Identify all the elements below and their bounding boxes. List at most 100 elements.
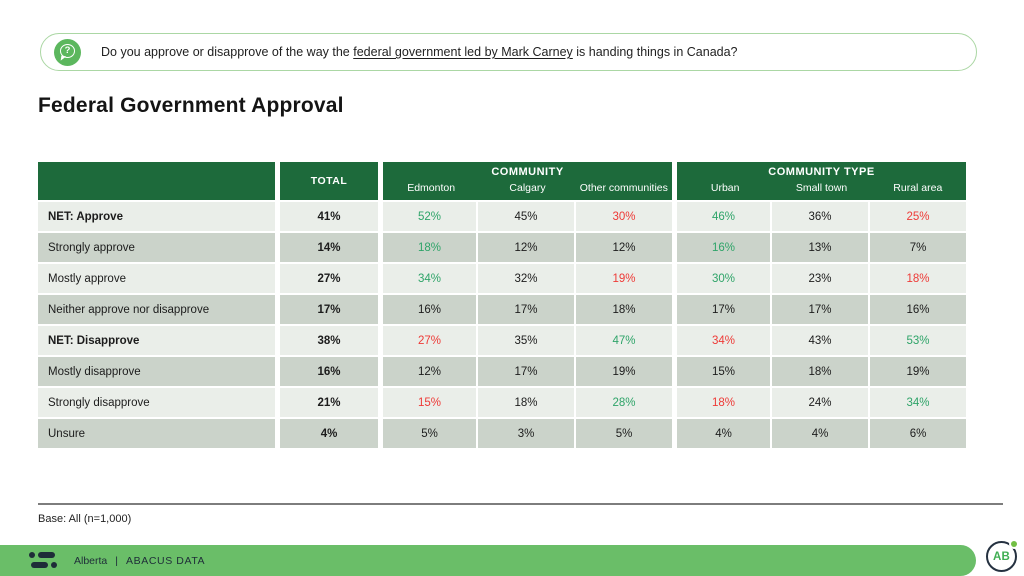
value-cell: 12% bbox=[476, 233, 574, 262]
base-note: Base: All (n=1,000) bbox=[38, 513, 132, 525]
abacus-logo-icon bbox=[29, 552, 59, 569]
table-row: NET: Approve 41% 52% 45% 30% 46% 36% 25% bbox=[38, 202, 966, 231]
table-row: NET: Disapprove 38% 27% 35% 47% 34% 43% 53% bbox=[38, 326, 966, 355]
table-row: Mostly disapprove 16% 12% 17% 19% 15% 18% 19% bbox=[38, 357, 966, 386]
value-cell: 5% bbox=[378, 419, 476, 448]
value-cell: 34% bbox=[868, 388, 966, 417]
ab-badge: AB bbox=[986, 541, 1017, 572]
row-label: Strongly approve bbox=[38, 233, 275, 262]
row-label: Mostly approve bbox=[38, 264, 275, 293]
footer-region: Alberta bbox=[74, 554, 108, 567]
value-cell: 16% bbox=[672, 233, 770, 262]
value-cell: 18% bbox=[770, 357, 868, 386]
footer-text: Alberta | ABACUS DATA bbox=[74, 555, 205, 567]
value-cell: 18% bbox=[672, 388, 770, 417]
value-cell: 45% bbox=[476, 202, 574, 231]
value-cell: 19% bbox=[868, 357, 966, 386]
value-cell: 19% bbox=[574, 264, 672, 293]
footer-brand: ABACUS DATA bbox=[126, 554, 206, 567]
group-subcolumns: Edmonton Calgary Other communities bbox=[383, 180, 672, 200]
value-cell: 7% bbox=[868, 233, 966, 262]
footer-bar: Alberta | ABACUS DATA bbox=[0, 545, 976, 576]
value-cell: 4% bbox=[672, 419, 770, 448]
value-cell: 5% bbox=[574, 419, 672, 448]
total-cell: 27% bbox=[275, 264, 378, 293]
ab-badge-label: AB bbox=[992, 550, 1010, 563]
value-cell: 47% bbox=[574, 326, 672, 355]
question-prefix: Do you approve or disapprove of the way … bbox=[101, 45, 354, 59]
value-cell: 43% bbox=[770, 326, 868, 355]
column-header-urban: Urban bbox=[710, 182, 740, 194]
value-cell: 24% bbox=[770, 388, 868, 417]
column-header-rural-area: Rural area bbox=[893, 182, 943, 194]
value-cell: 18% bbox=[476, 388, 574, 417]
table-row: Neither approve nor disapprove 17% 16% 17% 1… bbox=[38, 295, 966, 324]
value-cell: 36% bbox=[770, 202, 868, 231]
value-cell: 35% bbox=[476, 326, 574, 355]
column-header-edmonton: Edmonton bbox=[407, 182, 456, 194]
question-underlined: federal government led by Mark Carney bbox=[353, 45, 573, 59]
row-label: Strongly disapprove bbox=[38, 388, 275, 417]
row-label: Neither approve nor disapprove bbox=[38, 295, 275, 324]
value-cell: 16% bbox=[378, 295, 476, 324]
question-mark-glyph: ? bbox=[64, 44, 71, 56]
total-cell: 21% bbox=[275, 388, 378, 417]
value-cell: 17% bbox=[476, 295, 574, 324]
table-row: Mostly approve 27% 34% 32% 19% 30% 23% 18% bbox=[38, 264, 966, 293]
group-title: COMMUNITY bbox=[491, 166, 564, 178]
value-cell: 12% bbox=[378, 357, 476, 386]
value-cell: 46% bbox=[672, 202, 770, 231]
row-label: NET: Approve bbox=[38, 202, 275, 231]
value-cell: 3% bbox=[476, 419, 574, 448]
speech-bubble-icon: ? bbox=[60, 43, 75, 58]
value-cell: 53% bbox=[868, 326, 966, 355]
row-label: NET: Disapprove bbox=[38, 326, 275, 355]
value-cell: 19% bbox=[574, 357, 672, 386]
header-total: TOTAL bbox=[275, 162, 378, 200]
value-cell: 52% bbox=[378, 202, 476, 231]
row-label: Mostly disapprove bbox=[38, 357, 275, 386]
value-cell: 15% bbox=[672, 357, 770, 386]
total-cell: 38% bbox=[275, 326, 378, 355]
value-cell: 17% bbox=[672, 295, 770, 324]
total-cell: 4% bbox=[275, 419, 378, 448]
question-text: Do you approve or disapprove of the way … bbox=[101, 45, 738, 59]
column-header-small-town: Small town bbox=[795, 182, 848, 194]
value-cell: 6% bbox=[868, 419, 966, 448]
approval-table: TOTAL COMMUNITY Edmonton Calgary Other c… bbox=[38, 162, 966, 448]
ab-badge-dot-icon bbox=[1011, 541, 1017, 547]
value-cell: 32% bbox=[476, 264, 574, 293]
value-cell: 17% bbox=[770, 295, 868, 324]
group-title: COMMUNITY TYPE bbox=[768, 166, 875, 178]
question-icon: ? bbox=[54, 38, 81, 66]
total-cell: 17% bbox=[275, 295, 378, 324]
value-cell: 30% bbox=[574, 202, 672, 231]
value-cell: 27% bbox=[378, 326, 476, 355]
table-row: Strongly approve 14% 18% 12% 12% 16% 13% 7% bbox=[38, 233, 966, 262]
value-cell: 30% bbox=[672, 264, 770, 293]
value-cell: 4% bbox=[770, 419, 868, 448]
value-cell: 17% bbox=[476, 357, 574, 386]
question-banner: ? Do you approve or disapprove of the wa… bbox=[40, 33, 977, 71]
divider-line bbox=[38, 503, 1003, 505]
value-cell: 16% bbox=[868, 295, 966, 324]
column-header-other-communities: Other communities bbox=[579, 182, 668, 194]
question-suffix: is handing things in Canada? bbox=[572, 45, 738, 59]
column-header-calgary: Calgary bbox=[509, 182, 546, 194]
value-cell: 18% bbox=[868, 264, 966, 293]
group-subcolumns: Urban Small town Rural area bbox=[677, 180, 966, 200]
header-empty-cell bbox=[38, 162, 275, 200]
table-row: Strongly disapprove 21% 15% 18% 28% 18% 24% 34% bbox=[38, 388, 966, 417]
total-cell: 16% bbox=[275, 357, 378, 386]
value-cell: 15% bbox=[378, 388, 476, 417]
table-body: NET: Approve 41% 52% 45% 30% 46% 36% 25% Strongl… bbox=[38, 202, 966, 448]
table-row: Unsure 4% 5% 3% 5% 4% 4% 6% bbox=[38, 419, 966, 448]
value-cell: 18% bbox=[574, 295, 672, 324]
header-group-community: COMMUNITY Edmonton Calgary Other communi… bbox=[378, 162, 672, 200]
value-cell: 12% bbox=[574, 233, 672, 262]
table-header: TOTAL COMMUNITY Edmonton Calgary Other c… bbox=[38, 162, 966, 200]
total-cell: 14% bbox=[275, 233, 378, 262]
value-cell: 13% bbox=[770, 233, 868, 262]
page-title: Federal Government Approval bbox=[38, 94, 344, 117]
value-cell: 25% bbox=[868, 202, 966, 231]
